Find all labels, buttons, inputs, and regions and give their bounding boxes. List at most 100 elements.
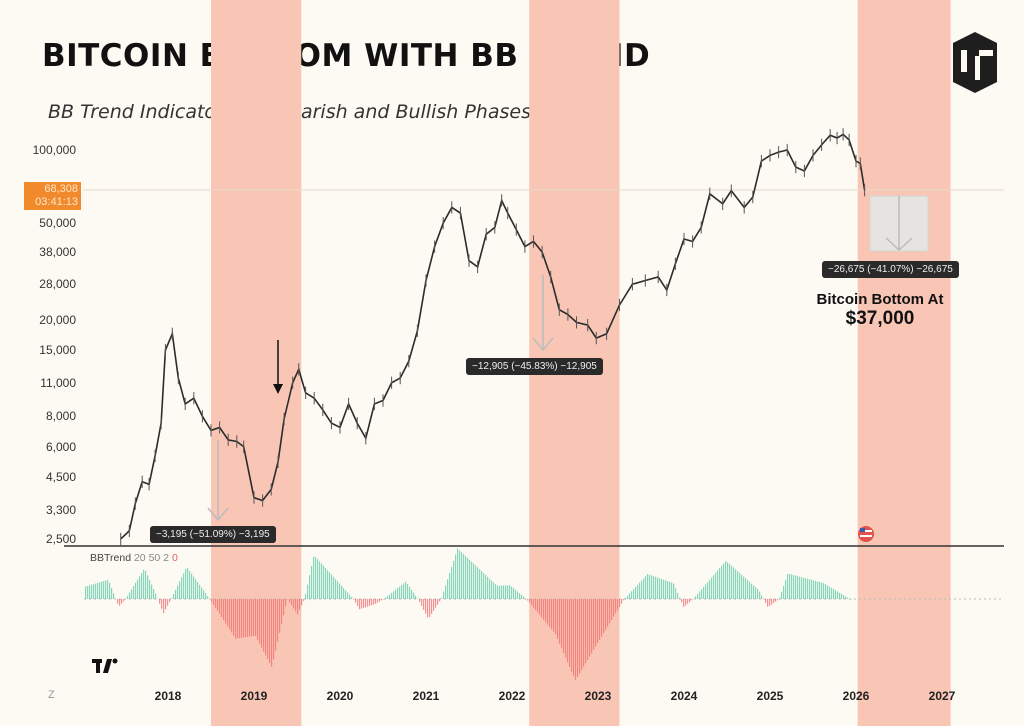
bbtrend-bar [377,599,379,603]
bbtrend-bar [173,593,175,599]
bbtrend-bar [761,595,763,599]
bbtrend-bar [847,597,849,599]
bbtrend-bar [433,599,435,611]
bbtrend-bar [469,559,471,599]
bbtrend-bar [579,599,581,674]
bbtrend-bar [451,566,453,599]
bbtrend-bar [671,582,673,599]
bbtrend-bar [197,582,199,599]
bearish-band [857,0,951,726]
bbtrend-bar [139,576,141,599]
bbtrend-bar [669,581,671,599]
bbtrend-bar [275,599,277,651]
bbtrend-bar [529,599,531,603]
bbtrend-bar [429,599,431,617]
bbtrend-bar [399,586,401,599]
bbtrend-bar [227,599,229,627]
bbtrend-bar [327,570,329,599]
bbtrend-bar [545,599,547,623]
bbtrend-bar [133,586,135,599]
bbtrend-bar [811,579,813,599]
bbtrend-bar [393,591,395,599]
bbtrend-bar [253,599,255,637]
bbtrend-bar [423,599,425,610]
bbtrend-bar [365,599,367,608]
bbtrend-bar [381,599,383,601]
bbtrend-bar [741,574,743,599]
bbtrend-bar [641,580,643,599]
bbtrend-bar [607,599,609,627]
bbtrend-bar [443,591,445,599]
bbtrend-bar [809,579,811,599]
bbtrend-bar [595,599,597,647]
bbtrend-bar [601,599,603,637]
bbtrend-bar [527,599,529,601]
bbtrend-bar [783,585,785,599]
bbtrend-bar [801,577,803,599]
bbtrend-bar [217,599,219,611]
bbtrend-bar [733,567,735,599]
bbtrend-bar [709,579,711,599]
bbtrend-bar [165,599,167,610]
bbtrend-bar [95,583,97,599]
bbtrend-bar [753,585,755,599]
bbtrend-bar [379,599,381,602]
bbtrend-bar [289,599,291,603]
bbtrend-bar [789,573,791,599]
bbtrend-bar [345,590,347,599]
bbtrend-bar [169,599,171,602]
bbtrend-bar [803,577,805,599]
bbtrend-bar [441,597,443,599]
bbtrend-bar [351,596,353,599]
bbtrend-bar [833,589,835,599]
bbtrend-bar [813,580,815,599]
bbtrend-bar [797,576,799,599]
bbtrend-bar [439,599,441,602]
bbtrend-bar [409,586,411,599]
bbtrend-bar [565,599,567,658]
measure-label-2026: −26,675 (−41.07%) −26,675 [822,261,959,278]
bbtrend-bar [519,593,521,599]
x-tick-label: 2018 [154,689,182,703]
bottom-label: Bitcoin Bottom At [816,291,944,308]
bbtrend-bar [121,599,123,604]
bbtrend-bar [117,599,119,604]
bbtrend-bar [831,587,833,599]
bbtrend-bar [637,584,639,599]
bbtrend-bar [135,582,137,599]
timezone-z-button[interactable]: Z [48,689,55,701]
bbtrend-bar [491,580,493,599]
bbtrend-bar [721,565,723,599]
bbtrend-bar [727,562,729,599]
bbtrend-bar [507,585,509,599]
bbtrend-bar [775,599,777,602]
bbtrend-bar [779,597,781,599]
bbtrend-bar [301,599,303,606]
bbtrend-bar [851,599,853,600]
bbtrend-bar [147,575,149,599]
bbtrend-bar [557,599,559,639]
bbtrend-bar [307,584,309,599]
bbtrend-bar [559,599,561,644]
us-flag-icon [858,526,874,542]
bbtrend-bar [145,570,147,599]
bbtrend-bar [781,591,783,599]
bbtrend-bar [453,560,455,599]
bbtrend-bar [731,565,733,599]
x-tick-label: 2023 [584,689,612,703]
bbtrend-bar [233,599,235,636]
bbtrend-bar [667,581,669,599]
bbtrend-bar [649,574,651,599]
bbtrend-bar [815,580,817,599]
bbtrend-bar [149,579,151,599]
indicator-params: 20 50 2 [133,552,170,564]
bbtrend-bar [93,584,95,599]
bottom-price: $37,000 [845,308,915,329]
indicator-legend[interactable]: BBTrend 20 50 2 0 [90,552,178,564]
bbtrend-bar [331,574,333,599]
bbtrend-bar [425,599,427,614]
x-tick-label: 2024 [670,689,698,703]
bbtrend-bar [107,579,109,599]
bbtrend-bar [415,595,417,599]
